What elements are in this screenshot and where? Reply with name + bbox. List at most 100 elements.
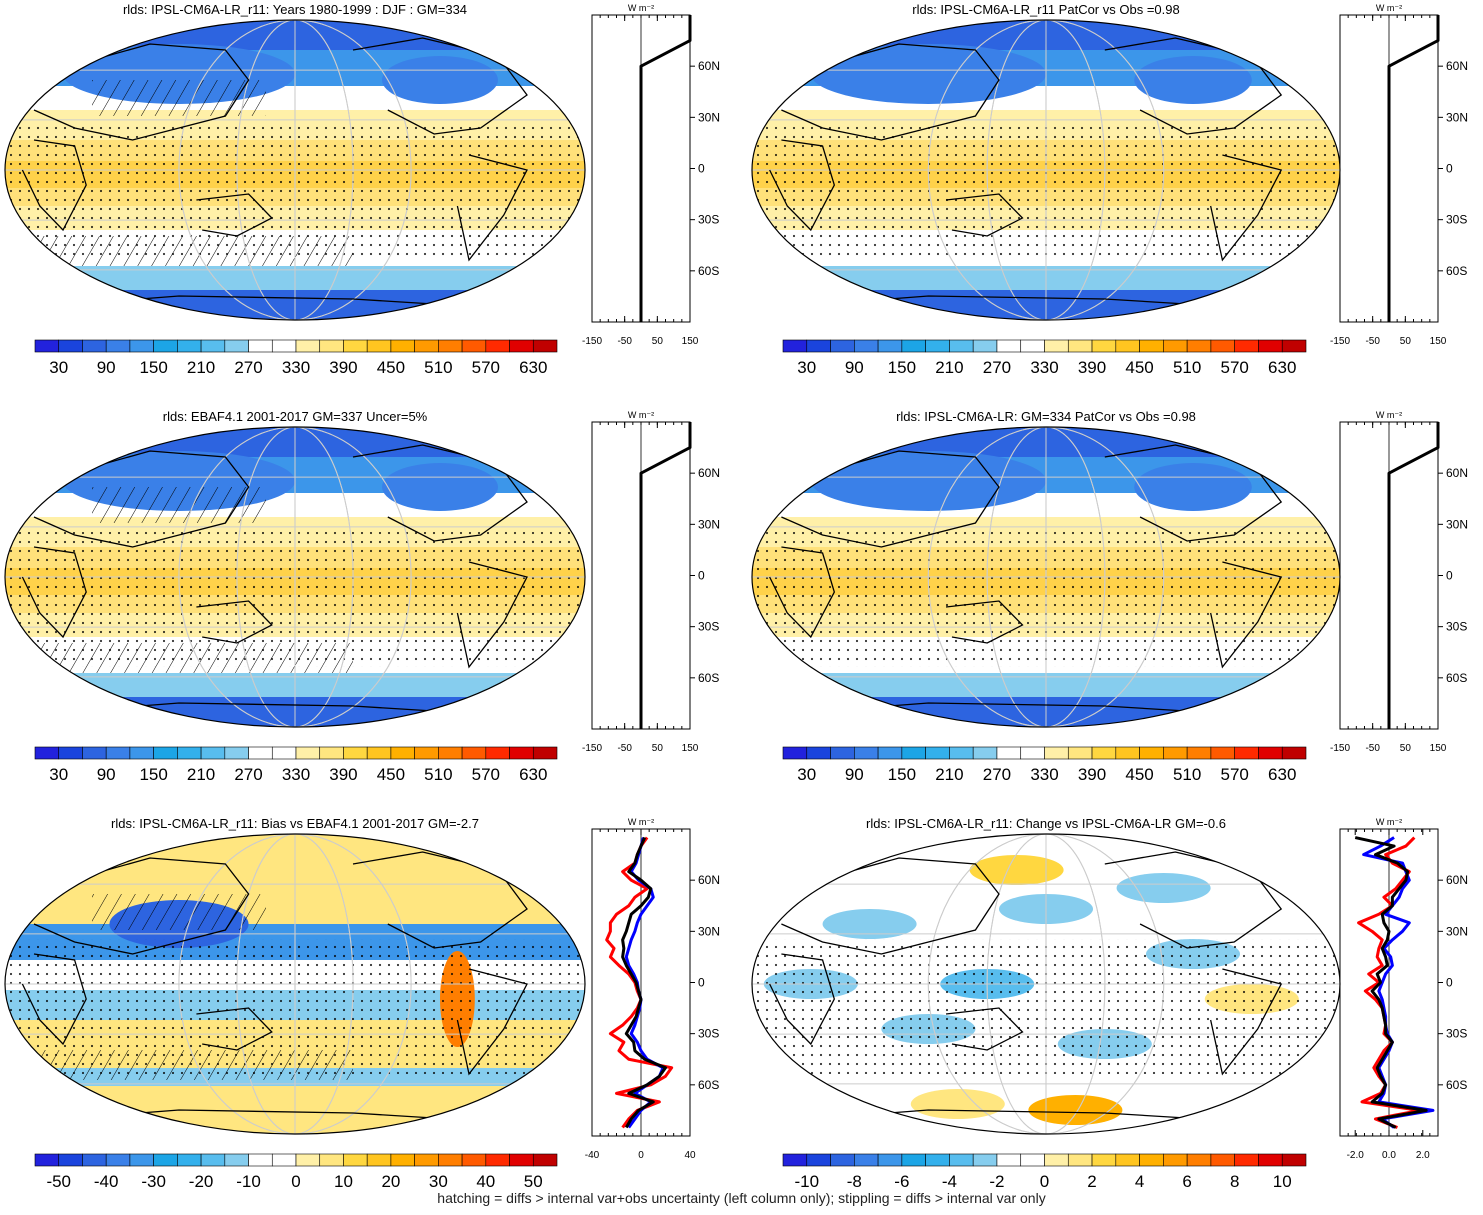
- coastline-australia: [945, 600, 1024, 644]
- colorbar-swatch: [782, 746, 808, 760]
- colorbar-tick-label: 30: [49, 358, 68, 377]
- colorbar-swatch: [177, 746, 202, 760]
- map-title: rlds: IPSL-CM6A-LR: GM=334 PatCor vs Obs…: [896, 409, 1196, 424]
- hatching-south: [5, 236, 353, 266]
- zonal-series-line: [1354, 836, 1428, 1129]
- colorbar-swatch: [877, 746, 903, 760]
- colorbar-swatch: [224, 746, 249, 760]
- x-tick-label: -50: [1365, 743, 1380, 754]
- region-north-america: [382, 463, 498, 511]
- colorbar-swatch: [1163, 1153, 1188, 1167]
- colorbar-tick-label: 330: [1030, 358, 1058, 377]
- coastline-south-america: [1210, 968, 1283, 1076]
- map-field: [5, 834, 585, 1134]
- colorbar-swatch: [806, 1153, 831, 1167]
- colorbar-swatch: [271, 746, 297, 760]
- x-tick-label: -50: [1365, 336, 1380, 347]
- x-tick-label: 50: [652, 743, 664, 754]
- x-tick-label: -150: [1330, 743, 1350, 754]
- colorbar-swatch: [1210, 1153, 1235, 1167]
- colorbar-tick-label: 90: [845, 358, 864, 377]
- coastline-south-america: [456, 968, 528, 1076]
- colorbar-swatch: [1067, 339, 1093, 353]
- colorbar-swatch: [129, 339, 154, 353]
- colorbar-swatch: [366, 1153, 392, 1167]
- colorbar-tick-label: 30: [49, 765, 68, 784]
- colorbar-tick-label: -4: [942, 1172, 957, 1191]
- colorbar-3: 30 90 150 210 270 330 390 450 510 570 630: [34, 746, 558, 784]
- colorbar-swatch: [129, 1153, 154, 1167]
- x-tick-label: -40: [585, 1150, 600, 1161]
- colorbar-tick-label: -8: [847, 1172, 862, 1191]
- zonal-series-line: [1362, 836, 1435, 1129]
- hatching-north: [92, 894, 266, 930]
- colorbar-swatch: [295, 746, 321, 760]
- lat-tick-label: 60S: [698, 671, 719, 685]
- colorbar-swatch: [438, 746, 463, 760]
- colorbar-swatch: [1044, 1153, 1069, 1167]
- colorbar-swatch: [319, 339, 344, 353]
- x-tick-label: -50: [617, 743, 632, 754]
- colorbar-swatch: [414, 1153, 439, 1167]
- colorbar-swatch: [925, 1153, 950, 1167]
- colorbar-swatch: [877, 1153, 903, 1167]
- colorbar-tick-label: -30: [141, 1172, 166, 1191]
- coastline-africa: [769, 139, 836, 232]
- colorbar-swatch: [1281, 339, 1307, 353]
- lat-tick-label: 30S: [698, 620, 719, 634]
- map-field: [752, 20, 1340, 320]
- map-panel-3: rlds: EBAF4.1 2001-2017 GM=337 Uncer=5%: [4, 409, 586, 728]
- colorbar-swatch: [58, 1153, 83, 1167]
- colorbar-swatch: [1210, 746, 1235, 760]
- map-panel-6: rlds: IPSL-CM6A-LR_r11: Change vs IPSL-C…: [751, 816, 1341, 1135]
- colorbar-swatch: [177, 339, 202, 353]
- colorbar-swatch: [366, 746, 392, 760]
- colorbar-swatch: [1258, 339, 1283, 353]
- colorbar-tick-label: 30: [429, 1172, 448, 1191]
- coastline-eurasia: [781, 857, 1000, 955]
- colorbar-swatch: [177, 1153, 202, 1167]
- colorbar-swatch: [248, 339, 273, 353]
- map-panel-4: rlds: IPSL-CM6A-LR: GM=334 PatCor vs Obs…: [751, 409, 1341, 728]
- lat-tick-label: 0: [698, 569, 705, 583]
- zonal-series-line: [639, 15, 692, 322]
- colorbar-swatch: [319, 746, 344, 760]
- colorbar-tick-label: -10: [794, 1172, 819, 1191]
- colorbar-swatch: [1281, 1153, 1307, 1167]
- coastline-north-america: [352, 851, 528, 949]
- zonal-mean-plot-5: W m⁻² 60N 30N 0 30S 60S -40 0 40: [585, 817, 720, 1161]
- x-tick-label: 40: [684, 1150, 696, 1161]
- zonal-unit-label: W m⁻²: [628, 3, 654, 13]
- change-anomaly-7: [969, 855, 1064, 885]
- colorbar-swatch: [1020, 1153, 1045, 1167]
- coastline-north-america: [1104, 444, 1283, 542]
- colorbar-tick-label: 510: [424, 358, 452, 377]
- zonal-series-line: [1387, 422, 1440, 729]
- colorbar-tick-label: 2: [1087, 1172, 1096, 1191]
- colorbar-tick-label: 390: [329, 358, 357, 377]
- colorbar-swatch: [830, 339, 855, 353]
- map-title: rlds: IPSL-CM6A-LR_r11 PatCor vs Obs =0.…: [912, 2, 1179, 17]
- change-anomaly-1: [822, 909, 917, 939]
- colorbar-tick-label: 210: [935, 765, 963, 784]
- zonal-mean-plot-3: W m⁻² 60N 30N 0 30S 60S -150 -50 50 150: [582, 410, 720, 754]
- colorbar-swatch: [34, 1153, 60, 1167]
- colorbar-tick-label: 210: [187, 765, 215, 784]
- colorbar-swatch: [1020, 746, 1045, 760]
- change-anomaly-10: [1116, 873, 1211, 903]
- colorbar-tick-label: 20: [381, 1172, 400, 1191]
- colorbar-swatch: [343, 339, 368, 353]
- colorbar-swatch: [1258, 1153, 1283, 1167]
- colorbar-swatch: [996, 746, 1022, 760]
- lat-tick-label: 0: [698, 976, 705, 990]
- colorbar-tick-label: 30: [797, 765, 816, 784]
- zonal-series-line: [1387, 15, 1440, 322]
- colorbar-swatch: [806, 746, 831, 760]
- colorbar-swatch: [854, 746, 879, 760]
- colorbar-swatch: [438, 1153, 463, 1167]
- lat-tick-label: 0: [1446, 162, 1453, 176]
- colorbar-tick-label: 450: [377, 358, 405, 377]
- colorbar-swatch: [532, 1153, 558, 1167]
- colorbar-swatch: [509, 1153, 534, 1167]
